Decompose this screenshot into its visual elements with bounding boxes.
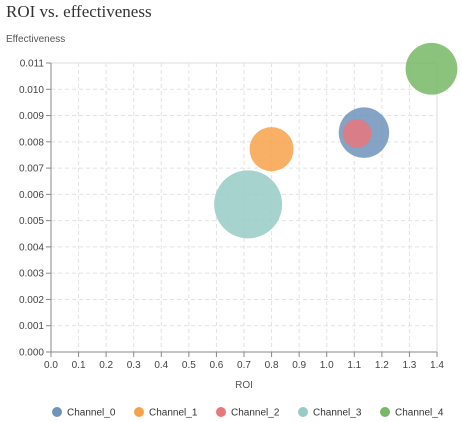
legend-label: Channel_3 (313, 408, 362, 419)
y-tick-label: 0.001 (19, 321, 44, 332)
legend-marker (216, 407, 226, 417)
y-tick-label: 0.000 (19, 348, 44, 359)
legend-marker (52, 407, 62, 417)
bubble-channel-2 (342, 118, 372, 148)
y-tick-label: 0.003 (19, 269, 44, 280)
legend-marker (380, 407, 390, 417)
bubble-channel-3 (214, 170, 283, 239)
legend-label: Channel_1 (149, 408, 198, 419)
y-tick-label: 0.005 (19, 216, 44, 227)
y-tick-label: 0.011 (20, 59, 45, 70)
y-tick-label: 0.008 (19, 137, 44, 148)
x-tick-label: 0.2 (99, 360, 113, 371)
x-tick-label: 0.7 (237, 360, 251, 371)
y-tick-label: 0.009 (19, 111, 44, 122)
y-axis-title: Effectiveness (6, 34, 65, 45)
bubbles (214, 42, 458, 239)
axes: 0.0 0.1 0.2 0.3 0.4 0.5 0.6 0.7 0.8 0.9 1.0 1.1 1.2 1… (19, 59, 444, 372)
y-tick-label: 0.004 (19, 242, 44, 253)
legend: Channel_0 Channel_1 Channel_2 Channel_3 Chan… (52, 407, 444, 419)
x-tick-label: 0.8 (265, 360, 279, 371)
x-tick-label: 1.2 (375, 360, 389, 371)
legend-marker (134, 407, 144, 417)
x-tick-label: 0.5 (182, 360, 196, 371)
x-tick-label: 1.3 (402, 360, 416, 371)
x-axis-title: ROI (235, 380, 253, 391)
x-tick-label: 1.0 (320, 360, 334, 371)
x-tick-label: 1.4 (430, 360, 444, 371)
x-tick-label: 1.1 (347, 360, 361, 371)
legend-label: Channel_0 (67, 408, 116, 419)
x-tick-label: 0.4 (154, 360, 168, 371)
legend-marker (298, 407, 308, 417)
x-tick-label: 0.1 (72, 360, 86, 371)
x-tick-label: 0.3 (127, 360, 141, 371)
y-tick-label: 0.007 (19, 164, 44, 175)
y-tick-label: 0.006 (19, 190, 44, 201)
bubble-channel-4 (405, 42, 458, 95)
x-tick-label: 0.0 (44, 360, 58, 371)
chart-title: ROI vs. effectiveness (6, 2, 152, 21)
y-tick-label: 0.010 (19, 85, 44, 96)
legend-label: Channel_4 (395, 408, 444, 419)
legend-label: Channel_2 (231, 408, 280, 419)
y-tick-label: 0.002 (19, 295, 44, 306)
bubble-channel-1 (249, 127, 294, 172)
x-tick-label: 0.9 (292, 360, 306, 371)
x-tick-label: 0.6 (209, 360, 223, 371)
